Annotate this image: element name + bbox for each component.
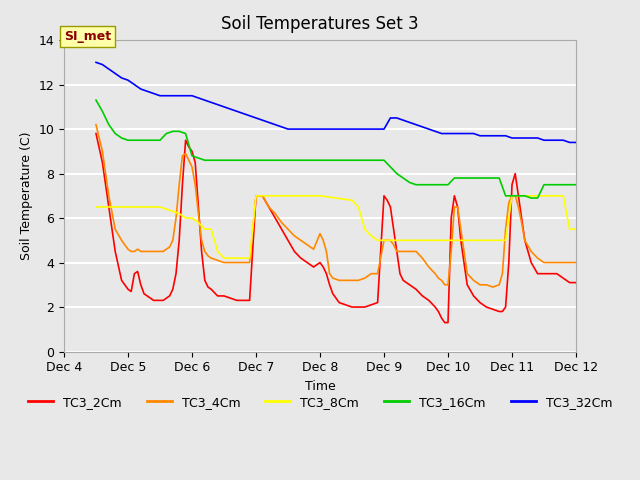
Text: SI_met: SI_met xyxy=(64,30,111,43)
Title: Soil Temperatures Set 3: Soil Temperatures Set 3 xyxy=(221,15,419,33)
Y-axis label: Soil Temperature (C): Soil Temperature (C) xyxy=(20,132,33,260)
Legend: TC3_2Cm, TC3_4Cm, TC3_8Cm, TC3_16Cm, TC3_32Cm: TC3_2Cm, TC3_4Cm, TC3_8Cm, TC3_16Cm, TC3… xyxy=(23,391,617,414)
X-axis label: Time: Time xyxy=(305,380,335,393)
